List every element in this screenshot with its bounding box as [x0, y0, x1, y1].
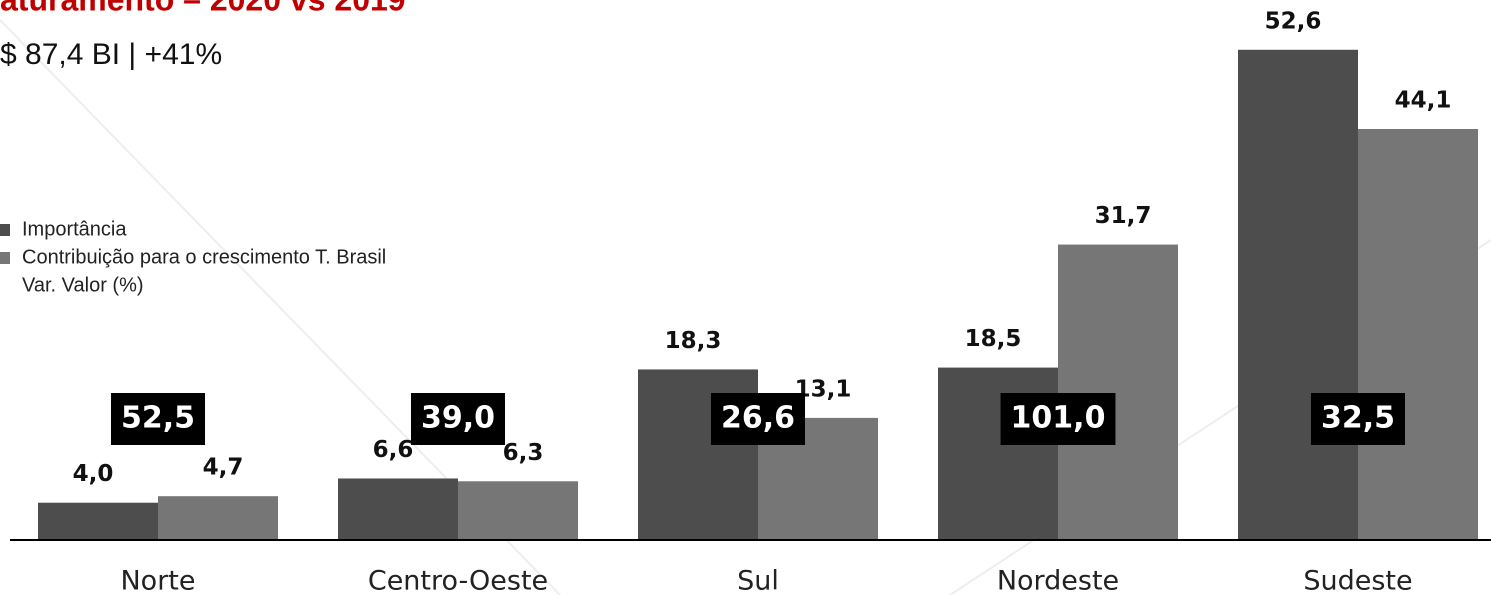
var-box [1000, 393, 1116, 445]
bar [458, 481, 578, 540]
x-tick-label: Norte [120, 566, 195, 595]
x-tick-label: Nordeste [997, 566, 1119, 595]
chart-title: aturamento – 2020 vs 2019 [0, 0, 406, 17]
data-label: 44,1 [1395, 87, 1452, 113]
data-label: 18,5 [965, 326, 1022, 352]
x-tick-label: Sul [737, 566, 779, 595]
legend-label: Contribuição para o crescimento T. Brasi… [22, 246, 386, 268]
var-label: 39,0 [421, 401, 495, 436]
chart-subtitle: $ 87,4 BI | +41% [0, 38, 222, 71]
legend-label: Var. Valor (%) [22, 274, 144, 296]
bar [1358, 128, 1478, 540]
data-label: 18,3 [665, 328, 722, 354]
data-label: 6,3 [503, 440, 544, 466]
var-label: 26,6 [721, 401, 795, 436]
bar [1058, 244, 1178, 540]
bar [158, 496, 278, 540]
data-label: 4,0 [73, 461, 114, 487]
data-label: 4,7 [203, 455, 244, 481]
bar [1238, 49, 1358, 540]
legend-label: Importância [22, 218, 127, 240]
bar [338, 478, 458, 540]
legend-swatch [0, 252, 10, 264]
var-label: 101,0 [1011, 401, 1106, 436]
var-box [410, 393, 506, 445]
var-label: 52,5 [121, 401, 195, 436]
bar [38, 502, 158, 540]
data-label: 52,6 [1265, 8, 1322, 34]
data-label: 6,6 [373, 437, 414, 463]
legend-swatch [0, 224, 10, 236]
var-box [710, 393, 806, 445]
data-label: 31,7 [1095, 203, 1152, 229]
var-box [1310, 393, 1406, 445]
x-tick-label: Centro-Oeste [368, 566, 548, 595]
x-tick-label: Sudeste [1303, 566, 1412, 595]
var-label: 32,5 [1321, 401, 1395, 436]
var-box [110, 393, 206, 445]
